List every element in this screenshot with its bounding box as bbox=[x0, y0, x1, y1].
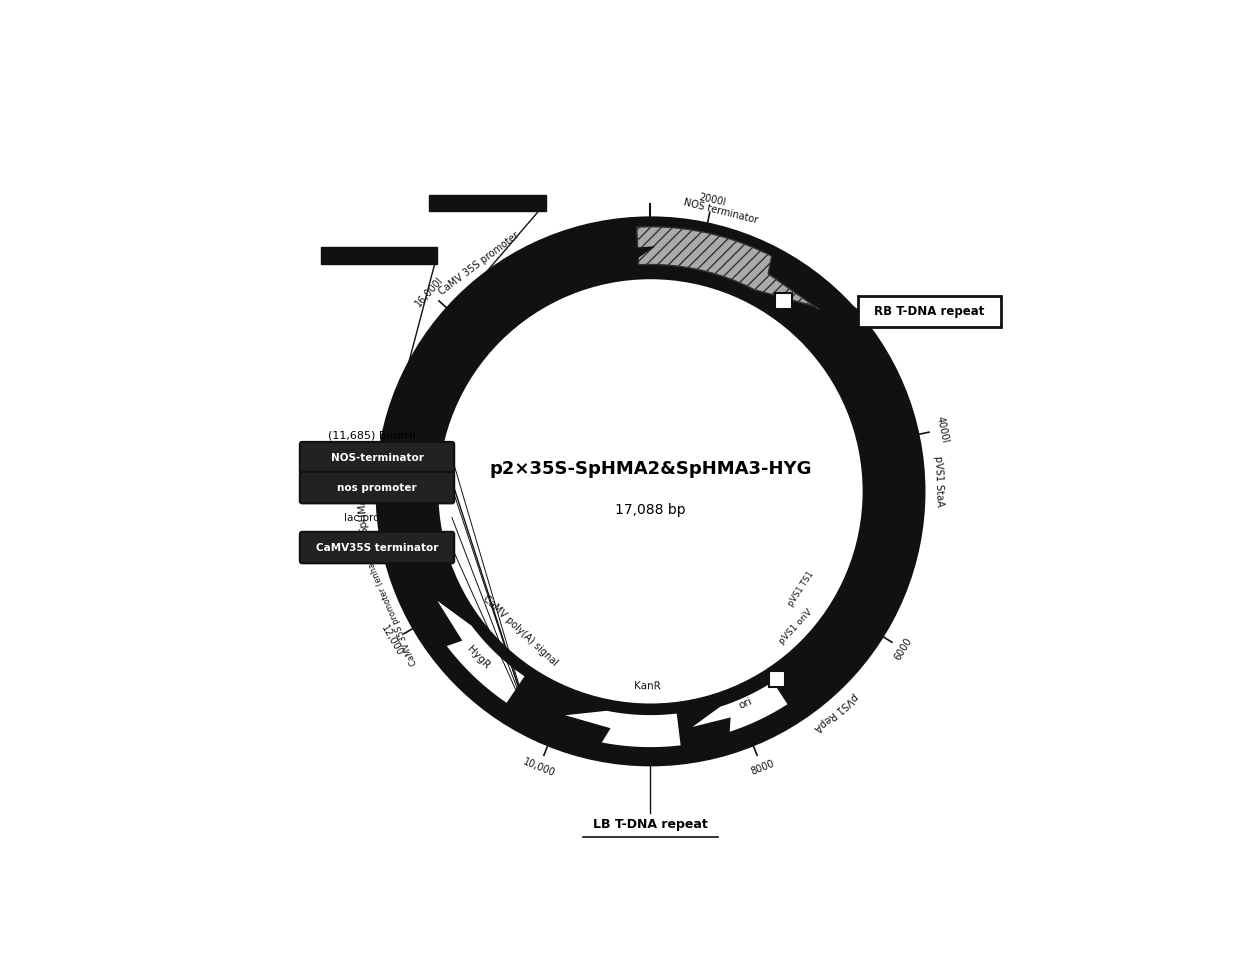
Text: pVS1 TS1: pVS1 TS1 bbox=[786, 570, 816, 608]
Polygon shape bbox=[432, 593, 526, 704]
Bar bbox=[527, 699, 544, 715]
Text: nos promoter: nos promoter bbox=[337, 483, 417, 492]
Text: pVS1 oriV: pVS1 oriV bbox=[777, 607, 815, 646]
FancyBboxPatch shape bbox=[858, 296, 1001, 327]
Bar bbox=[769, 670, 785, 687]
Wedge shape bbox=[384, 226, 916, 757]
Circle shape bbox=[384, 226, 916, 757]
Text: 16,000l: 16,000l bbox=[413, 275, 445, 308]
Polygon shape bbox=[412, 245, 641, 396]
Text: 12,000: 12,000 bbox=[379, 624, 405, 658]
Text: pVS1 RepA: pVS1 RepA bbox=[812, 691, 859, 734]
Text: lac promoter: lac promoter bbox=[343, 513, 410, 523]
Text: CaMV35S terminator: CaMV35S terminator bbox=[316, 543, 438, 553]
Polygon shape bbox=[605, 233, 662, 267]
Text: HygR: HygR bbox=[465, 644, 491, 671]
FancyBboxPatch shape bbox=[300, 472, 454, 503]
Text: NOS terminator: NOS terminator bbox=[682, 198, 759, 226]
Text: ori: ori bbox=[737, 696, 753, 711]
Text: RB T-DNA repeat: RB T-DNA repeat bbox=[874, 306, 985, 318]
Bar bbox=[321, 247, 436, 264]
Text: 8000: 8000 bbox=[749, 759, 775, 777]
Text: 14,000l: 14,000l bbox=[347, 447, 360, 484]
Bar bbox=[429, 195, 546, 211]
Text: CaMV 35S promoter (enhanced): CaMV 35S promoter (enhanced) bbox=[358, 539, 419, 667]
Text: 17,088 bp: 17,088 bp bbox=[615, 503, 686, 517]
Text: 6000: 6000 bbox=[893, 636, 914, 663]
Polygon shape bbox=[636, 227, 820, 309]
Text: 10,000: 10,000 bbox=[521, 757, 557, 778]
Text: p2×35S-SpHMA2&SpHMA3-HYG: p2×35S-SpHMA2&SpHMA3-HYG bbox=[490, 460, 812, 478]
Bar bbox=[775, 293, 792, 309]
Text: pVS1 StaA: pVS1 StaA bbox=[932, 455, 945, 507]
Text: KanR: KanR bbox=[634, 681, 661, 692]
Text: (11,685) BamHI: (11,685) BamHI bbox=[329, 430, 417, 440]
FancyBboxPatch shape bbox=[300, 442, 454, 474]
Polygon shape bbox=[556, 709, 682, 748]
FancyBboxPatch shape bbox=[300, 532, 454, 563]
Polygon shape bbox=[862, 402, 914, 614]
Text: SpHMA2: SpHMA2 bbox=[356, 489, 370, 533]
Circle shape bbox=[436, 278, 864, 704]
Polygon shape bbox=[683, 680, 789, 734]
Text: CaMV poly(A) signal: CaMV poly(A) signal bbox=[481, 594, 559, 668]
Text: LB T-DNA repeat: LB T-DNA repeat bbox=[593, 818, 708, 831]
Text: CaMV 35S promoter: CaMV 35S promoter bbox=[438, 231, 521, 298]
Text: 2000l: 2000l bbox=[698, 192, 727, 207]
Polygon shape bbox=[660, 604, 878, 739]
Text: NOS-terminator: NOS-terminator bbox=[331, 452, 424, 462]
Text: 4000l: 4000l bbox=[935, 415, 950, 444]
